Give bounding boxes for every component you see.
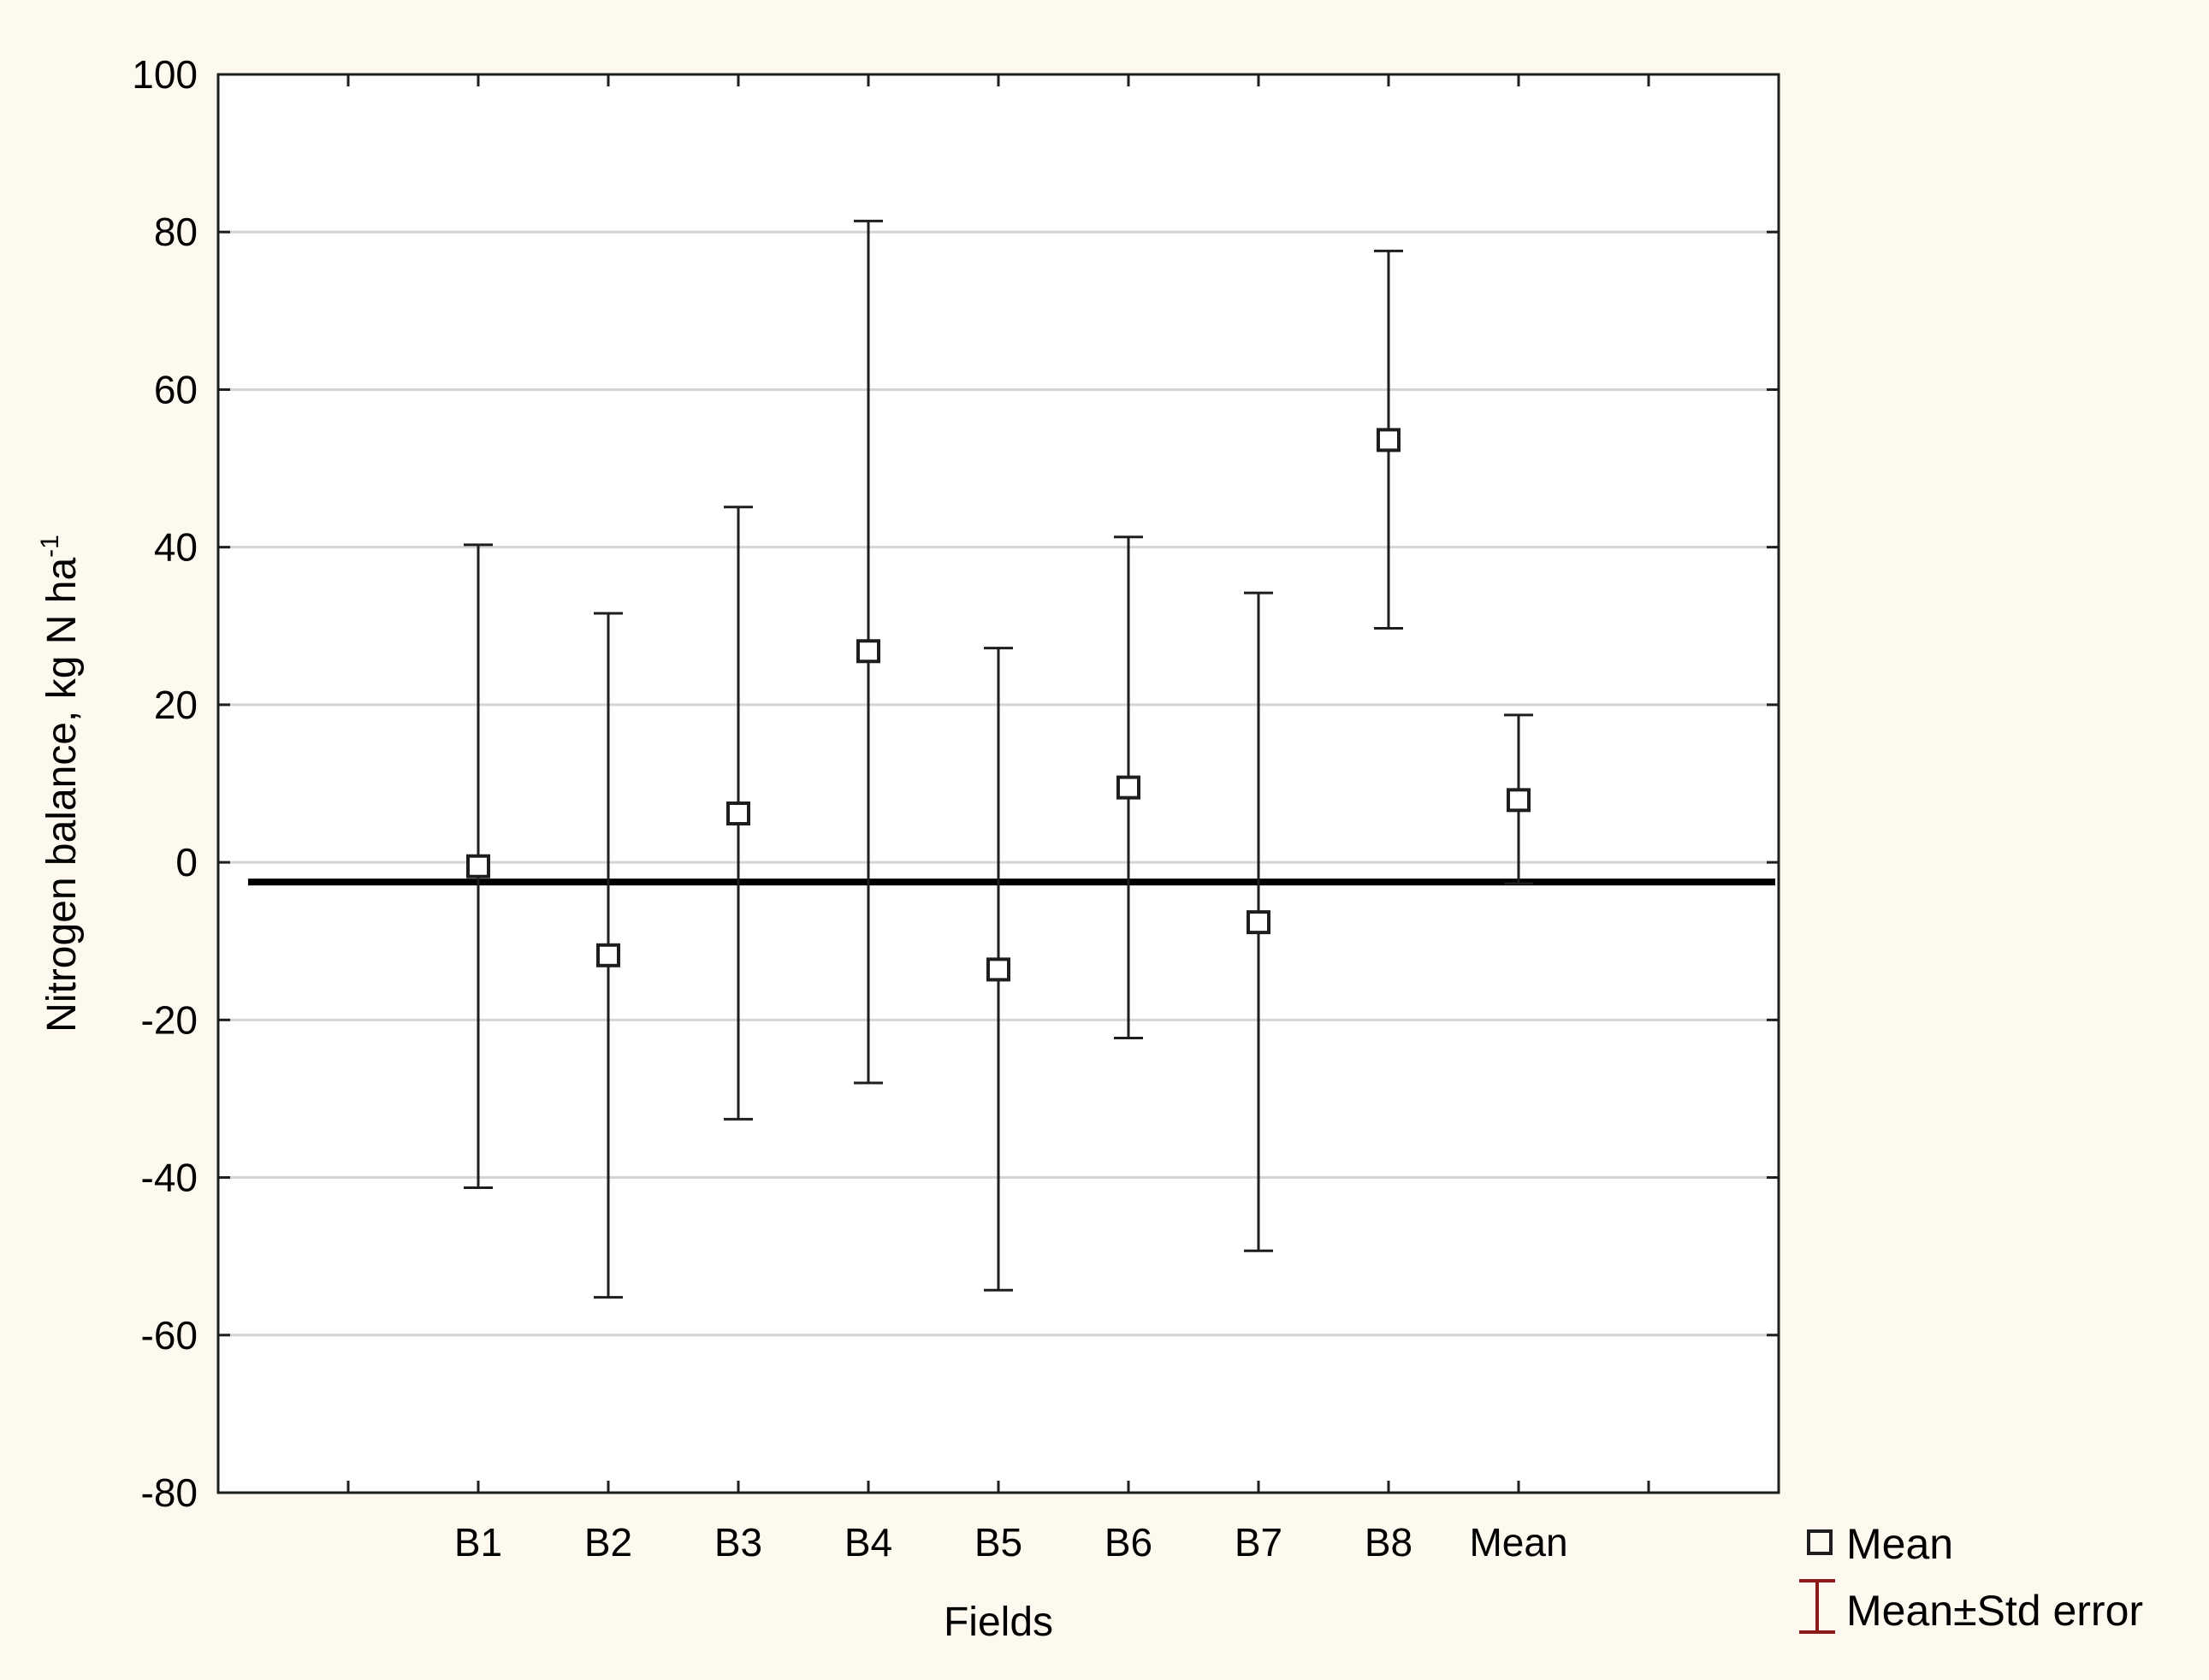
x-tick-label-b7: B7 <box>1235 1520 1282 1565</box>
y-tick-label: 80 <box>154 210 198 254</box>
y-tick-label: 60 <box>154 367 198 411</box>
x-tick-label-b6: B6 <box>1104 1520 1152 1565</box>
y-tick-label: 100 <box>132 52 198 97</box>
y-tick-label: -60 <box>141 1313 198 1358</box>
x-tick-label-b3: B3 <box>714 1520 762 1565</box>
y-tick-label: 20 <box>154 683 198 727</box>
axis-ticks <box>218 73 1779 1494</box>
y-axis-title-text: Nitrogen balance, kg N ha <box>39 558 85 1032</box>
mean-marker-b3 <box>726 802 750 826</box>
mean-marker-b2 <box>596 943 620 967</box>
x-axis-title: Fields <box>944 1600 1053 1645</box>
mean-marker-b6 <box>1116 775 1140 800</box>
mean-marker-b4 <box>856 639 880 664</box>
mean-marker-b5 <box>986 957 1010 982</box>
data-marks <box>464 219 1533 1299</box>
y-tick-label: 0 <box>175 840 198 884</box>
mean-marker-mean <box>1507 788 1531 813</box>
y-axis-title-superscript: -1 <box>36 535 64 558</box>
legend-mean-label: Mean <box>1846 1520 1953 1568</box>
x-tick-label-b8: B8 <box>1365 1520 1412 1565</box>
y-tick-label: -80 <box>141 1470 198 1515</box>
y-tick-label: 40 <box>154 525 198 570</box>
legend-errorbar-label: Mean±Std error <box>1846 1587 2143 1635</box>
mean-marker-b1 <box>466 854 490 878</box>
y-axis-title: Nitrogen balance, kg N ha-1 <box>36 535 85 1032</box>
legend-mean-marker <box>1807 1529 1833 1555</box>
y-tick-label: -20 <box>141 997 198 1042</box>
x-tick-label-b4: B4 <box>844 1520 892 1565</box>
x-tick-label-b5: B5 <box>974 1520 1022 1565</box>
y-tick-labels: 100 80 60 40 20 0 -20 -40 -60 -80 <box>132 52 198 1515</box>
mean-marker-b8 <box>1377 428 1401 453</box>
y-tick-label: -40 <box>141 1156 198 1200</box>
legend-errorbar-marker <box>1799 1579 1835 1634</box>
x-tick-label-mean: Mean <box>1469 1520 1567 1565</box>
legend: Mean Mean±Std error <box>1799 1520 2143 1635</box>
x-tick-label-b2: B2 <box>584 1520 632 1565</box>
mean-marker-b7 <box>1247 910 1270 935</box>
x-tick-label-b1: B1 <box>454 1520 502 1565</box>
x-tick-labels: B1 B2 B3 B4 B5 B6 B7 B8 Mean <box>454 1520 1568 1565</box>
